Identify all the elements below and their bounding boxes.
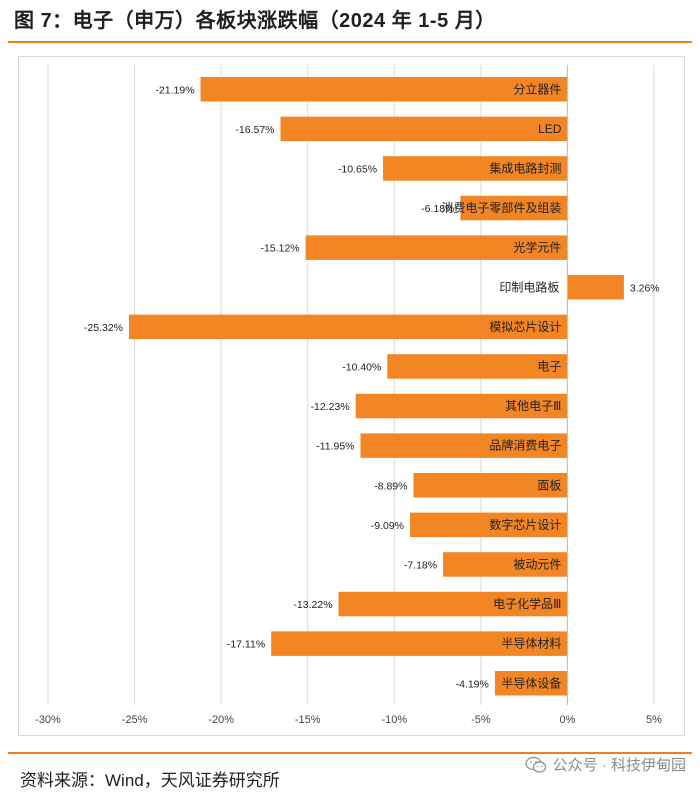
x-tick-label: -20% bbox=[208, 714, 234, 726]
bar bbox=[360, 433, 568, 458]
category-label: 分立器件 bbox=[513, 81, 561, 96]
category-label: 数字芯片设计 bbox=[489, 517, 561, 532]
data-label: -21.19% bbox=[155, 84, 194, 96]
category-label: 集成电路封测 bbox=[489, 160, 561, 175]
x-tick-label: -5% bbox=[471, 714, 491, 726]
title-divider bbox=[8, 41, 692, 43]
bar bbox=[338, 591, 568, 617]
data-label: -15.12% bbox=[261, 243, 300, 255]
data-label: -9.09% bbox=[371, 520, 404, 532]
data-label: -10.65% bbox=[338, 163, 377, 175]
x-tick-label: -25% bbox=[122, 714, 148, 726]
category-label: 其他电子Ⅲ bbox=[505, 399, 561, 413]
category-label: 品牌消费电子 bbox=[489, 439, 561, 453]
data-label: -11.95% bbox=[316, 441, 354, 453]
x-tick-label: -10% bbox=[381, 714, 407, 726]
bar bbox=[567, 275, 624, 300]
bar bbox=[305, 235, 568, 260]
category-label: 消费电子零部件及组装 bbox=[441, 200, 561, 215]
bar bbox=[129, 314, 568, 340]
bar bbox=[413, 473, 568, 498]
bar bbox=[387, 354, 568, 379]
category-label: 光学元件 bbox=[513, 240, 561, 255]
data-label: -4.19% bbox=[456, 678, 489, 690]
category-label: 电子化学品Ⅲ bbox=[493, 596, 561, 611]
data-label: 3.26% bbox=[630, 282, 660, 294]
data-label: -10.40% bbox=[342, 361, 381, 373]
x-tick-label: 0% bbox=[559, 714, 575, 726]
bar bbox=[200, 77, 568, 102]
chart-frame: -30% -25% -20% -15% -10% -5% 0% 5% 分立器件 -21.19% LE… bbox=[18, 56, 685, 736]
figure-title: 图 7：电子（申万）各板块涨跌幅（2024 年 1-5 月） bbox=[14, 10, 496, 32]
wechat-icon bbox=[524, 756, 546, 773]
bar-chart: -30% -25% -20% -15% -10% -5% 0% 5% 分立器件 -21.19% LE… bbox=[35, 65, 662, 726]
category-label: 面板 bbox=[537, 478, 561, 492]
x-tick-label: 5% bbox=[646, 714, 662, 726]
data-label: -16.57% bbox=[235, 124, 274, 136]
category-label: 半导体材料 bbox=[501, 637, 561, 651]
category-label: 模拟芯片设计 bbox=[489, 320, 561, 334]
category-label: 电子 bbox=[537, 359, 561, 373]
data-label: -13.22% bbox=[293, 599, 332, 611]
bar bbox=[280, 116, 568, 142]
bar bbox=[494, 671, 568, 696]
data-label: -12.23% bbox=[311, 401, 350, 413]
footer-divider bbox=[8, 752, 692, 754]
bar bbox=[271, 631, 568, 656]
data-label: -6.18% bbox=[421, 203, 454, 215]
bar bbox=[460, 195, 568, 221]
bar bbox=[410, 512, 568, 538]
watermark: 公众号 · 科技伊甸园 bbox=[524, 754, 686, 775]
x-tick-label: -30% bbox=[35, 714, 61, 726]
category-label: 半导体设备 bbox=[501, 676, 561, 690]
data-label: -7.18% bbox=[404, 559, 437, 571]
source-note: 资料来源：Wind，天风证券研究所 bbox=[20, 771, 280, 790]
data-label: -17.11% bbox=[227, 639, 265, 651]
watermark-text: 公众号 · 科技伊甸园 bbox=[552, 757, 686, 774]
bar bbox=[355, 393, 568, 419]
category-label: 被动元件 bbox=[513, 557, 561, 571]
data-label: -8.89% bbox=[374, 480, 407, 492]
x-tick-label: -15% bbox=[295, 714, 321, 726]
bar bbox=[443, 552, 568, 577]
data-label: -25.32% bbox=[84, 322, 123, 334]
bar bbox=[383, 156, 568, 181]
category-label: LED bbox=[538, 122, 562, 136]
category-label: 印制电路板 bbox=[499, 279, 559, 294]
